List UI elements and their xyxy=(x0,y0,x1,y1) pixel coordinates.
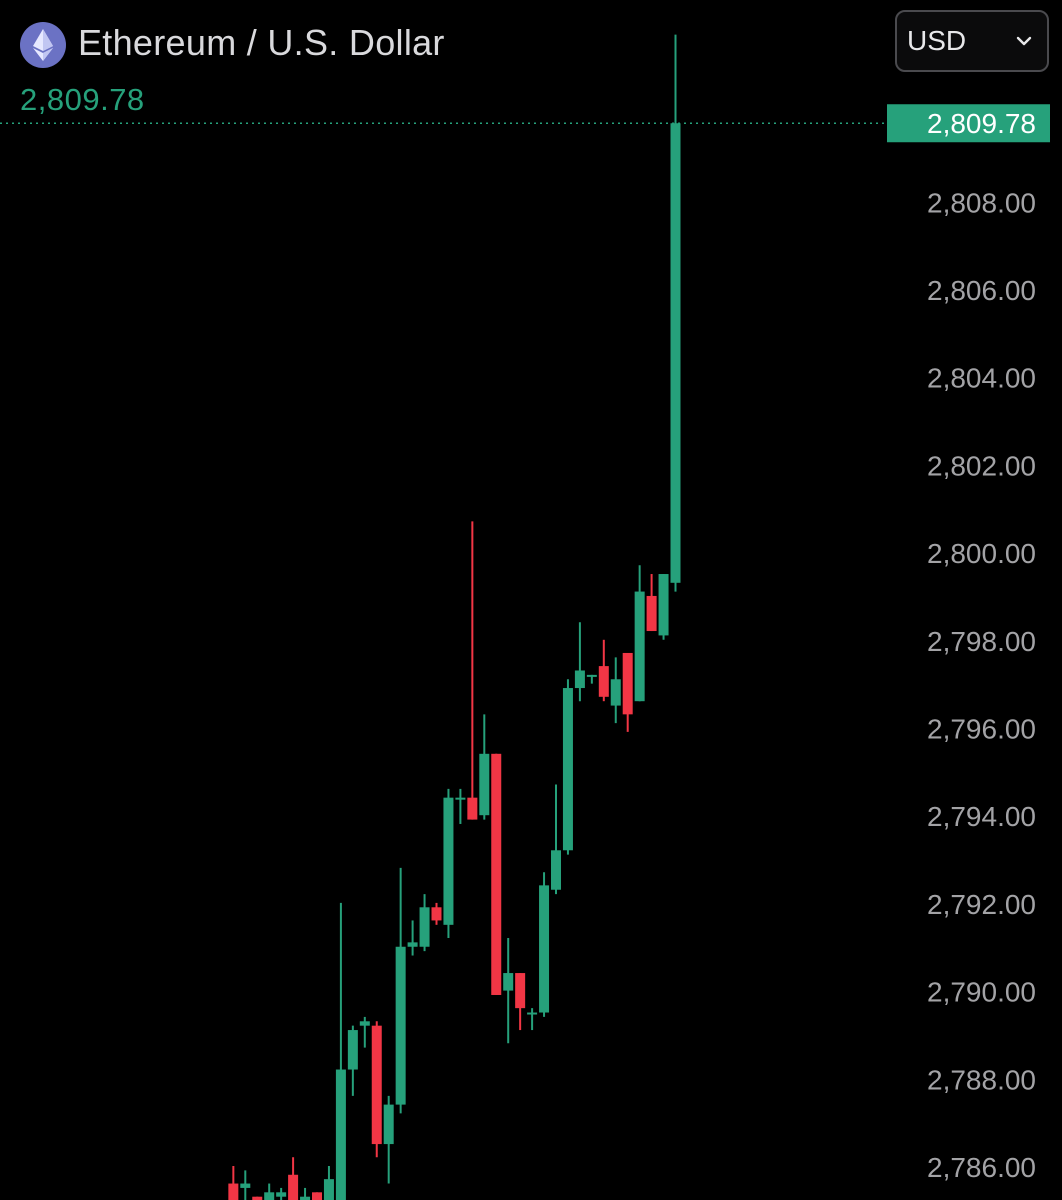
candle-body xyxy=(323,1179,334,1200)
candle-body xyxy=(515,973,526,1009)
candle-body xyxy=(658,574,669,636)
currency-select[interactable]: USD xyxy=(895,10,1049,72)
candle-up[interactable] xyxy=(479,714,490,820)
candle-body xyxy=(252,1196,263,1200)
candle-down[interactable] xyxy=(288,1157,299,1200)
candle-body xyxy=(228,1183,239,1200)
candle-body xyxy=(503,973,514,991)
candle-body xyxy=(634,591,645,702)
candle-body xyxy=(312,1192,322,1200)
current-price-label: 2,809.78 xyxy=(927,108,1036,139)
candle-body xyxy=(371,1025,382,1145)
candle-up[interactable] xyxy=(551,784,561,895)
candle-up[interactable] xyxy=(503,937,514,1044)
candle-up[interactable] xyxy=(455,788,466,824)
candle-up[interactable] xyxy=(335,902,346,1200)
candle-body xyxy=(395,946,406,1105)
price-tick-label: 2,796.00 xyxy=(927,714,1036,745)
candle-body xyxy=(622,652,633,715)
candle-down[interactable] xyxy=(312,1192,322,1200)
candle-up[interactable] xyxy=(240,1170,251,1200)
candle-body xyxy=(646,595,657,632)
candle-down[interactable] xyxy=(371,1021,382,1158)
candle-up[interactable] xyxy=(527,1008,538,1031)
candle-down[interactable] xyxy=(491,753,502,995)
candle-body xyxy=(598,666,609,697)
candle-down[interactable] xyxy=(252,1196,263,1200)
candle-body xyxy=(539,885,550,1013)
price-tick-label: 2,804.00 xyxy=(927,363,1036,394)
price-tick-label: 2,800.00 xyxy=(927,538,1036,569)
price-tick-label: 2,808.00 xyxy=(927,187,1036,218)
candle-up[interactable] xyxy=(300,1187,311,1200)
candle-up[interactable] xyxy=(443,788,454,938)
candle-up[interactable] xyxy=(264,1183,275,1200)
candle-up[interactable] xyxy=(670,34,681,592)
candle-body xyxy=(419,907,430,947)
candle-up[interactable] xyxy=(658,574,669,640)
currency-select-value: USD xyxy=(907,25,967,56)
candle-body xyxy=(455,797,466,800)
candle-up[interactable] xyxy=(347,1025,358,1096)
candle-down[interactable] xyxy=(646,574,657,632)
candle-body xyxy=(551,850,561,890)
candle-up[interactable] xyxy=(407,920,418,956)
price-tick-label: 2,802.00 xyxy=(927,450,1036,481)
candle-down[interactable] xyxy=(598,639,609,702)
candle-down[interactable] xyxy=(515,973,526,1031)
chevron-down-icon xyxy=(1016,36,1032,46)
ethereum-icon xyxy=(20,22,66,68)
candle-up[interactable] xyxy=(586,674,597,684)
candle-down[interactable] xyxy=(431,902,442,925)
current-price-badge xyxy=(887,104,1050,143)
candle-body xyxy=(276,1192,287,1197)
candle-up[interactable] xyxy=(610,657,621,724)
candle-body xyxy=(383,1104,394,1145)
price-tick-label: 2,786.00 xyxy=(927,1152,1036,1183)
candle-body xyxy=(491,753,502,995)
candle-up[interactable] xyxy=(539,872,550,1017)
candle-up[interactable] xyxy=(419,894,430,952)
candle-up[interactable] xyxy=(634,565,645,702)
candle-body xyxy=(335,1069,346,1200)
candle-up[interactable] xyxy=(359,1016,370,1048)
price-tick-label: 2,806.00 xyxy=(927,275,1036,306)
candle-up[interactable] xyxy=(395,867,406,1114)
candle-up[interactable] xyxy=(323,1166,334,1200)
price-tick-label: 2,798.00 xyxy=(927,626,1036,657)
candle-up[interactable] xyxy=(276,1187,287,1200)
candle-body xyxy=(574,670,585,689)
pair-title: Ethereum / U.S. Dollar xyxy=(78,22,445,63)
candle-body xyxy=(288,1174,299,1200)
last-price: 2,809.78 xyxy=(20,82,145,117)
candle-body xyxy=(359,1021,370,1026)
candle-body xyxy=(527,1012,538,1015)
candle-body xyxy=(670,123,681,583)
candle-down[interactable] xyxy=(467,521,478,820)
candle-body xyxy=(431,907,442,921)
price-tick-label: 2,788.00 xyxy=(927,1064,1036,1095)
candle-body xyxy=(407,942,418,947)
candle-body xyxy=(586,674,597,677)
candle-up[interactable] xyxy=(574,622,585,702)
price-tick-label: 2,792.00 xyxy=(927,889,1036,920)
candle-body xyxy=(479,753,490,816)
price-tick-label: 2,790.00 xyxy=(927,977,1036,1008)
candle-body xyxy=(467,797,478,820)
candle-body xyxy=(264,1192,275,1200)
candle-body xyxy=(610,679,621,706)
candle-body xyxy=(443,797,454,925)
candle-body xyxy=(240,1183,251,1188)
candle-up[interactable] xyxy=(383,1095,394,1184)
candle-down[interactable] xyxy=(228,1166,239,1200)
candle-body xyxy=(562,688,573,851)
candle-body xyxy=(300,1196,311,1200)
candle-body xyxy=(347,1030,358,1070)
price-tick-label: 2,794.00 xyxy=(927,801,1036,832)
candle-down[interactable] xyxy=(622,652,633,732)
candle-up[interactable] xyxy=(562,679,573,855)
